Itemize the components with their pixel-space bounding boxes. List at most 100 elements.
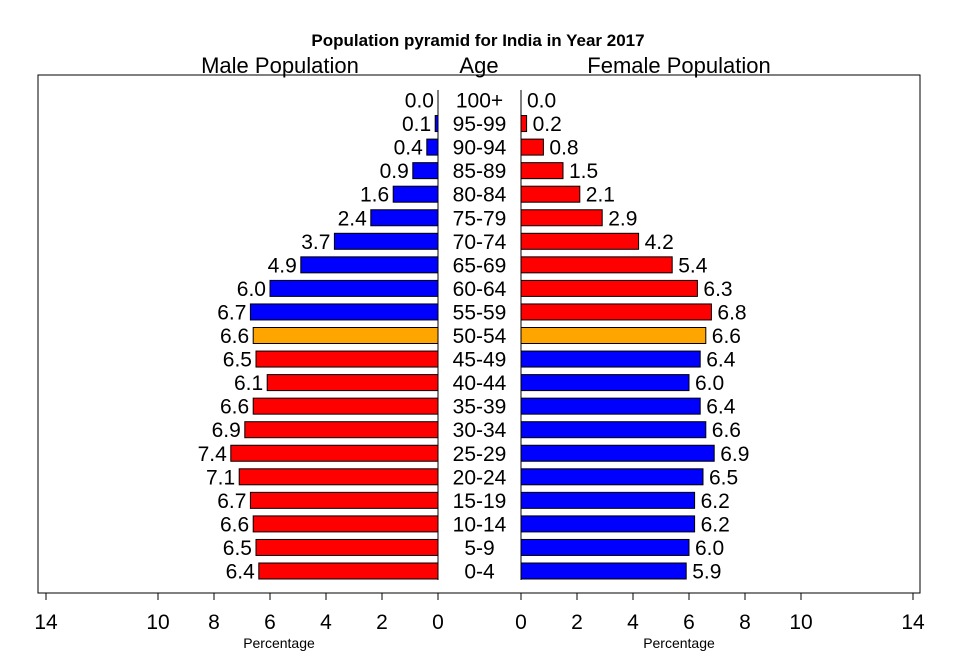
male-value-label: 0.0 bbox=[405, 90, 434, 113]
male-value-label: 0.1 bbox=[402, 113, 431, 136]
right-axis-tick-label: 6 bbox=[683, 611, 695, 634]
male-value-label: 6.6 bbox=[220, 513, 249, 536]
age-group-label: 40-44 bbox=[453, 372, 507, 395]
left-axis-tick-label: 14 bbox=[34, 611, 58, 634]
male-value-label: 4.9 bbox=[268, 254, 297, 277]
female-value-label: 6.9 bbox=[720, 443, 749, 466]
right-axis-tick-label: 2 bbox=[571, 611, 583, 634]
female-bar-40-44 bbox=[520, 374, 690, 392]
male-value-label: 6.6 bbox=[220, 325, 249, 348]
male-value-label: 7.4 bbox=[198, 443, 228, 466]
left-axis-tick-label: 6 bbox=[264, 611, 276, 634]
female-bar-30-34 bbox=[520, 421, 707, 439]
female-value-label: 6.8 bbox=[717, 301, 746, 324]
male-bar-85-89 bbox=[412, 162, 439, 180]
age-group-label: 70-74 bbox=[453, 231, 507, 254]
male-value-label: 6.5 bbox=[223, 349, 252, 372]
right-axis-tick-label: 14 bbox=[901, 611, 925, 634]
female-value-label: 1.5 bbox=[569, 160, 598, 183]
left-axis-tick-label: 2 bbox=[376, 611, 388, 634]
female-bar-80-84 bbox=[520, 185, 581, 203]
female-value-label: 5.4 bbox=[678, 254, 708, 277]
female-value-label: 6.4 bbox=[706, 349, 736, 372]
axes-layer: 14 10 8 6 4 2 0 0 2 4 6 8 10 14 bbox=[34, 90, 925, 634]
male-bar-50-54 bbox=[252, 327, 439, 344]
age-group-label: 0-4 bbox=[464, 561, 495, 584]
male-bar-45-49 bbox=[255, 350, 439, 368]
female-bar-70-74 bbox=[520, 232, 640, 250]
female-value-label: 2.9 bbox=[608, 207, 637, 230]
female-bar-0-4 bbox=[520, 562, 687, 580]
male-bar-25-29 bbox=[230, 444, 439, 462]
female-value-label: 5.9 bbox=[692, 561, 721, 584]
left-axis-tick-label: 4 bbox=[320, 611, 332, 634]
female-value-label: 4.2 bbox=[645, 231, 674, 254]
male-bar-0-4 bbox=[258, 562, 439, 580]
female-bar-60-64 bbox=[520, 279, 698, 297]
age-group-label: 20-24 bbox=[453, 466, 507, 489]
male-value-label: 0.4 bbox=[394, 137, 424, 160]
female-value-label: 2.1 bbox=[586, 184, 615, 207]
female-value-label: 6.2 bbox=[701, 513, 730, 536]
age-group-label: 45-49 bbox=[453, 349, 507, 372]
age-group-label: 100+ bbox=[456, 90, 503, 113]
female-value-label: 6.6 bbox=[712, 419, 741, 442]
female-bar-15-19 bbox=[520, 491, 696, 509]
male-value-label: 0.9 bbox=[380, 160, 409, 183]
age-group-label: 95-99 bbox=[453, 113, 507, 136]
male-bar-40-44 bbox=[266, 374, 439, 392]
female-value-label: 0.8 bbox=[549, 137, 578, 160]
female-bar-45-49 bbox=[520, 350, 701, 368]
right-axis-tick-label: 0 bbox=[515, 611, 527, 634]
male-bar-30-34 bbox=[244, 421, 439, 439]
female-bar-90-94 bbox=[520, 138, 544, 156]
female-value-label: 0.0 bbox=[527, 90, 556, 113]
female-bar-55-59 bbox=[520, 303, 712, 321]
male-population-header: Male Population bbox=[201, 53, 359, 78]
male-bar-35-39 bbox=[252, 397, 439, 415]
female-bar-25-29 bbox=[520, 444, 715, 462]
age-group-label: 50-54 bbox=[453, 325, 507, 348]
age-group-label: 5-9 bbox=[464, 537, 494, 560]
male-value-label: 6.7 bbox=[217, 301, 246, 324]
male-value-label: 6.7 bbox=[217, 490, 246, 513]
female-population-header: Female Population bbox=[587, 53, 770, 78]
female-value-label: 6.4 bbox=[706, 396, 736, 419]
age-group-label: 75-79 bbox=[453, 207, 507, 230]
male-value-label: 3.7 bbox=[301, 231, 330, 254]
age-group-label: 65-69 bbox=[453, 254, 507, 277]
male-bar-10-14 bbox=[252, 515, 439, 533]
male-bar-75-79 bbox=[370, 209, 439, 227]
male-bar-80-84 bbox=[392, 185, 439, 203]
female-value-label: 6.5 bbox=[709, 466, 738, 489]
male-value-label: 1.6 bbox=[360, 184, 389, 207]
age-group-label: 90-94 bbox=[453, 137, 507, 160]
female-bar-95-99 bbox=[520, 115, 528, 133]
age-group-label: 25-29 bbox=[453, 443, 507, 466]
female-value-label: 6.0 bbox=[695, 537, 724, 560]
female-bar-50-54 bbox=[520, 327, 707, 344]
female-bar-20-24 bbox=[520, 468, 704, 486]
age-group-label: 60-64 bbox=[453, 278, 507, 301]
age-group-label: 30-34 bbox=[453, 419, 507, 442]
male-value-label: 7.1 bbox=[206, 466, 235, 489]
male-value-label: 6.4 bbox=[226, 561, 256, 584]
plot-frame bbox=[37, 74, 921, 594]
female-value-label: 0.2 bbox=[533, 113, 562, 136]
bars-layer: 6.4 5.9 0-4 6.5 6.0 5-9 6.6 6.2 10-14 6.7 6.2 15-19… bbox=[198, 90, 750, 584]
female-value-label: 6.3 bbox=[703, 278, 732, 301]
age-group-label: 35-39 bbox=[453, 396, 507, 419]
female-bar-85-89 bbox=[520, 162, 564, 180]
left-axis-tick-label: 8 bbox=[208, 611, 220, 634]
male-value-label: 6.0 bbox=[237, 278, 266, 301]
female-value-label: 6.6 bbox=[712, 325, 741, 348]
left-axis-tick-label: 0 bbox=[432, 611, 444, 634]
male-value-label: 6.6 bbox=[220, 396, 249, 419]
female-value-label: 6.2 bbox=[701, 490, 730, 513]
male-bar-20-24 bbox=[238, 468, 439, 486]
male-value-label: 6.5 bbox=[223, 537, 252, 560]
right-axis-tick-label: 8 bbox=[739, 611, 751, 634]
age-group-label: 10-14 bbox=[453, 513, 507, 536]
female-bar-65-69 bbox=[520, 256, 673, 274]
left-axis-tick-label: 10 bbox=[146, 611, 169, 634]
